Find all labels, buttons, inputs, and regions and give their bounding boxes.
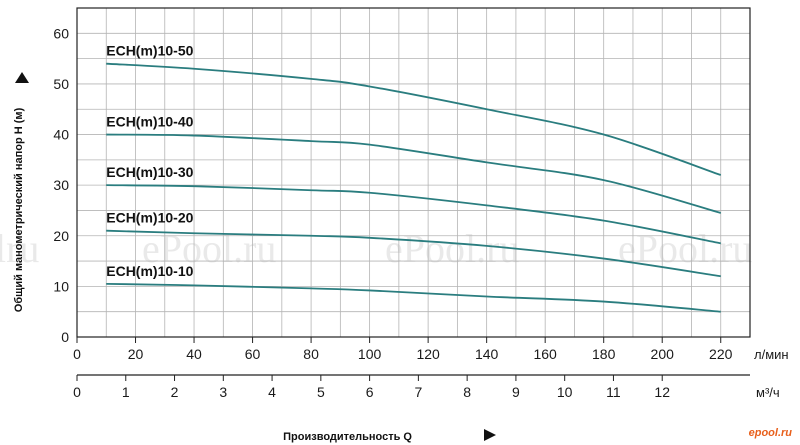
- y-tick-label: 20: [53, 228, 69, 244]
- x-tick-label: 60: [245, 346, 261, 362]
- x-tick-label: 200: [651, 346, 675, 362]
- y-tick-label: 10: [53, 278, 69, 294]
- secondary-x-tick-label: 5: [317, 384, 325, 400]
- series-label: ECH(m)10-50: [106, 43, 193, 59]
- y-tick-label: 0: [61, 329, 69, 345]
- secondary-x-tick-label: 9: [512, 384, 520, 400]
- x-tick-label: 180: [592, 346, 616, 362]
- secondary-x-tick-label: 12: [654, 384, 670, 400]
- x-axis-title: Производительность Q: [283, 431, 412, 443]
- secondary-x-tick-label: 1: [122, 384, 130, 400]
- y-axis-arrow-icon: [15, 72, 29, 83]
- y-axis-title-group: Общий манометрический напор H (м): [13, 107, 25, 312]
- y-tick-label: 40: [53, 127, 69, 143]
- plot-frame: [76, 7, 751, 338]
- y-tick-label: 60: [53, 25, 69, 41]
- logo: epool.ru: [748, 427, 792, 439]
- secondary-x-tick-label: 0: [73, 384, 81, 400]
- x-axis-arrow-icon: [484, 429, 496, 441]
- performance-curves: [106, 62, 722, 313]
- x-tick-label: 140: [475, 346, 499, 362]
- x-tick-label: 100: [358, 346, 382, 362]
- curve-line: [106, 282, 721, 313]
- x-tick-label: 40: [186, 346, 202, 362]
- x-tick-label: 20: [128, 346, 144, 362]
- secondary-x-tick-label: 8: [463, 384, 471, 400]
- y-tick-label: 30: [53, 177, 69, 193]
- x-tick-label: 160: [533, 346, 557, 362]
- curve-line: [106, 133, 721, 214]
- curve-line: [106, 229, 721, 278]
- secondary-x-tick-label: 2: [171, 384, 179, 400]
- series-label: ECH(m)10-20: [106, 210, 193, 226]
- watermark-text: lru: [0, 226, 39, 271]
- x-tick-label: 120: [416, 346, 440, 362]
- x-tick-label: 80: [303, 346, 319, 362]
- x-tick-label: 0: [73, 346, 81, 362]
- x-tick-label: 220: [709, 346, 733, 362]
- series-label: ECH(m)10-40: [106, 114, 193, 130]
- secondary-x-tick-label: 7: [414, 384, 422, 400]
- series-labels: ECH(m)10-50 ECH(m)10-40 ECH(m)10-30 ECH(m)1…: [106, 43, 193, 279]
- y-axis-title: Общий манометрический напор H (м): [13, 107, 25, 312]
- secondary-x-tick-label: 6: [366, 384, 374, 400]
- curve-line: [106, 62, 722, 176]
- y-tick-label: 50: [53, 76, 69, 92]
- secondary-x-tick-label: 10: [557, 384, 573, 400]
- series-label: ECH(m)10-10: [106, 263, 193, 279]
- x-unit-label: л/мин: [754, 347, 789, 362]
- curve-line: [106, 184, 721, 245]
- secondary-x-tick-label: 4: [268, 384, 276, 400]
- series-label: ECH(m)10-30: [106, 164, 193, 180]
- secondary-x-tick-label: 11: [606, 384, 621, 400]
- watermark-text: ePool.ru: [385, 226, 519, 271]
- secondary-x-unit-label: м³/ч: [756, 385, 780, 400]
- secondary-x-tick-label: 3: [219, 384, 227, 400]
